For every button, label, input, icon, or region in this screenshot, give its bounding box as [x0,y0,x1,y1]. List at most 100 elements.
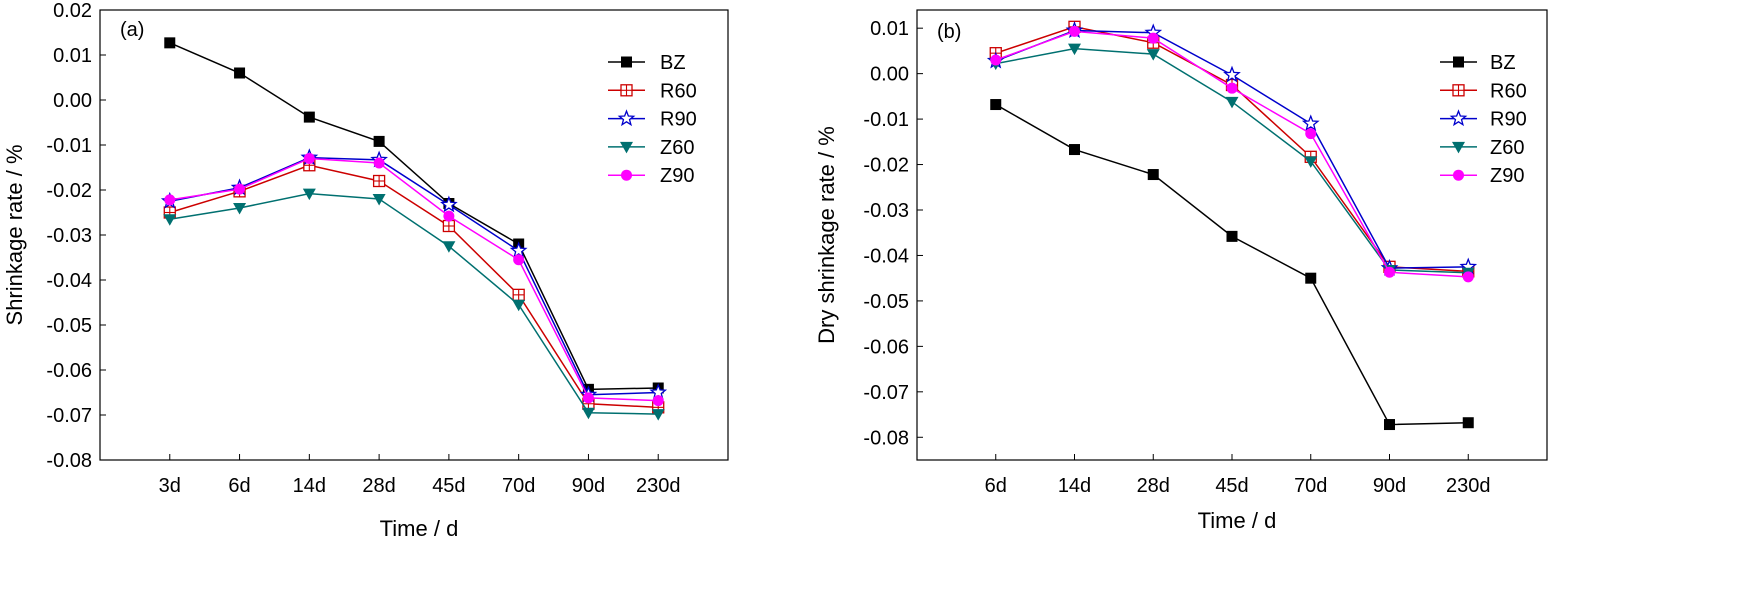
data-point [1069,144,1080,156]
x-tick-label: 45d [1215,475,1248,497]
data-point [442,219,456,233]
x-tick-label: 90d [572,475,605,497]
data-point [513,254,525,266]
legend-marker [621,56,632,68]
data-point [1384,266,1395,278]
panel-label: (a) [120,19,144,41]
data-point [1223,65,1241,83]
data-point [302,188,316,201]
data-point [164,194,176,206]
data-point [509,241,528,259]
legend-label: Z60 [660,137,694,159]
series-z60 [163,188,665,421]
data-point [443,210,455,222]
data-point [372,194,386,206]
series-bz [164,37,664,395]
y-tick-label: -0.05 [863,291,909,313]
data-point [1147,169,1159,181]
series-z90 [164,153,664,407]
y-axis-title: Dry shrinkage rate / % [814,126,839,344]
plot-frame [99,9,729,461]
legend-label: BZ [660,52,686,74]
legend-label: R60 [1490,80,1527,102]
y-tick-label: -0.04 [863,245,909,267]
legend-entry-r90: R90 [1440,109,1527,131]
legend-label: Z90 [1490,165,1524,187]
y-tick-label: -0.06 [863,336,909,358]
x-tick-label: 70d [502,475,535,497]
data-point [1225,96,1239,109]
legend-marker [1452,84,1465,97]
data-point [440,195,458,213]
y-tick-label: -0.03 [863,200,909,222]
data-point [1068,43,1081,56]
legend-marker [1453,56,1464,68]
x-tick-label: 90d [1373,475,1406,497]
legend-entry-bz: BZ [608,52,686,74]
x-tick-label: 28d [1137,475,1170,497]
x-tick-label: 14d [1058,475,1091,497]
y-tick-label: -0.02 [46,180,92,202]
legend-label: R90 [1490,109,1527,131]
x-tick-label: 3d [159,475,181,497]
legend-marker [620,141,633,154]
legend-marker [1452,141,1465,154]
legend-entry-bz: BZ [1440,52,1516,74]
legend-marker [617,109,636,127]
data-point [1226,230,1238,242]
data-point [512,288,525,302]
data-point [651,409,665,421]
x-tick-label: 230d [636,475,681,497]
legend-entry-z60: Z60 [608,137,694,159]
y-tick-label: -0.04 [46,270,92,292]
data-point [1069,25,1080,37]
series-z90 [990,25,1474,283]
legend-entry-r60: R60 [608,80,697,102]
data-point [1304,156,1318,168]
data-point [1305,128,1317,140]
data-point [373,157,385,169]
data-point [234,67,246,79]
y-tick-label: -0.01 [863,109,909,131]
series-r60 [163,159,665,414]
y-tick-label: 0.00 [53,90,92,112]
y-tick-label: -0.08 [863,427,909,449]
x-tick-label: 6d [228,475,250,497]
data-point [233,203,247,215]
data-point [990,99,1002,111]
data-point [442,241,456,253]
legend-entry-z90: Z90 [1440,165,1524,187]
data-point [1226,82,1238,94]
series-line [169,42,659,391]
legend-label: Z60 [1490,137,1524,159]
series-line [169,192,659,415]
data-point [581,407,595,420]
chart-panel-a: 0.02 0.01 0.00 -0.01 -0.02 -0.03 -0.04 -0.05 -0.… [2,0,729,541]
data-point [303,153,315,164]
legend-marker [621,169,632,181]
data-point [1305,272,1317,284]
y-tick-label: -0.07 [46,405,92,427]
series-line [169,157,659,402]
legend-label: BZ [1490,52,1516,74]
x-tick-label: 6d [985,475,1007,497]
data-point [1147,32,1159,44]
series-line [169,164,659,409]
y-tick-label: -0.06 [46,360,92,382]
chart-panel-b: 0.01 0.00 -0.01 -0.02 -0.03 -0.04 -0.05 -0.06 -0… [814,9,1548,533]
y-tick-label: -0.08 [46,450,92,472]
y-tick-label: 0.01 [53,45,92,67]
x-axis-title: Time / d [1198,508,1277,533]
y-tick-label: -0.01 [46,135,92,157]
data-point [1384,419,1395,431]
data-point [1462,417,1474,429]
legend-marker [620,84,633,97]
y-tick-label: -0.07 [863,382,909,404]
y-tick-label: 0.01 [870,18,909,40]
data-point [990,54,1002,66]
series-line [169,156,659,396]
legend-marker [1453,169,1464,181]
y-tick-label: -0.03 [46,225,92,247]
data-point [372,174,386,188]
